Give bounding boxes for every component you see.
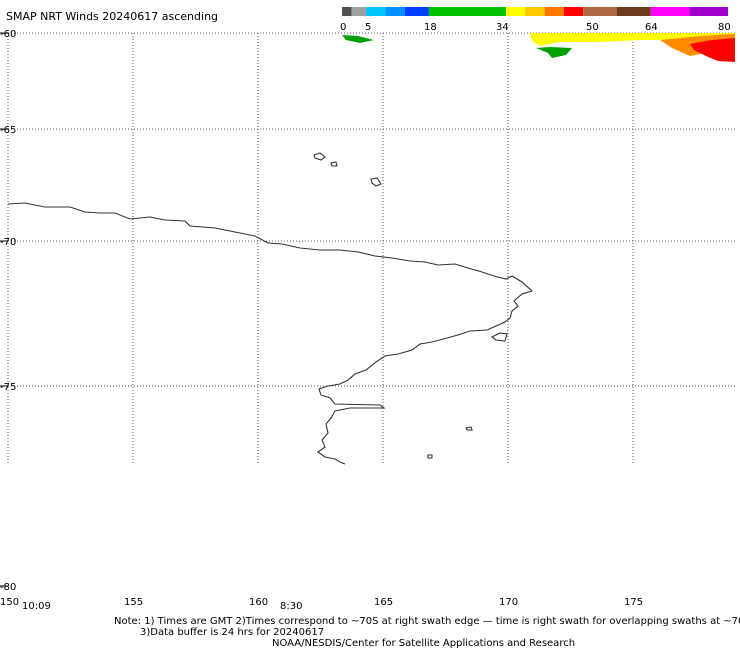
- wind-patch-green-left: [342, 35, 374, 43]
- wind-patch-yellow: [530, 33, 735, 46]
- footnote-line-2: 3)Data buffer is 24 hrs for 20240617: [140, 627, 325, 638]
- lon-label-160: 160: [249, 597, 268, 608]
- colorbar-tick-34: 34: [496, 22, 509, 33]
- colorbar-tick-0: 0: [340, 22, 346, 33]
- footnote-line-1: Note: 1) Times are GMT 2)Times correspon…: [114, 616, 740, 627]
- colorbar-segment-57-64: [617, 7, 651, 16]
- colorbar-segment-46-50: [563, 7, 584, 16]
- lat-label-65: -65: [0, 125, 16, 136]
- wind-speed-colorbar: [342, 7, 728, 16]
- lon-label-175: 175: [624, 597, 643, 608]
- latitude-labels: -60 -65 -70 -75 -80: [0, 29, 16, 593]
- footnote-line-3: NOAA/NESDIS/Center for Satellite Applica…: [272, 638, 576, 649]
- colorbar-tick-18: 18: [424, 22, 437, 33]
- colorbar-segment-13-18: [404, 7, 429, 16]
- lat-label-60: -60: [0, 29, 16, 40]
- swath-time-left: 10:09: [22, 601, 51, 612]
- coastline-inlet: [490, 332, 508, 342]
- island-4: [465, 426, 473, 431]
- wind-patch-red: [690, 38, 735, 62]
- colorbar-tick-80: 80: [718, 22, 731, 33]
- lon-label-170: 170: [499, 597, 518, 608]
- island-5: [427, 454, 433, 459]
- colorbar-tick-labels: 0 5 18 34 50 64 80: [340, 22, 731, 33]
- colorbar-tick-64: 64: [645, 22, 658, 33]
- island-2: [330, 161, 338, 167]
- coastline-main: [7, 202, 534, 465]
- colorbar-segment-0-2: [342, 7, 352, 16]
- swath-time-mid: 8:30: [280, 601, 302, 612]
- colorbar-segment-9-13: [385, 7, 405, 16]
- colorbar-segment-18-34: [428, 7, 507, 16]
- graticule: [7, 32, 735, 465]
- colorbar-segment-42-46: [544, 7, 564, 16]
- lat-label-75: -75: [0, 382, 16, 393]
- colorbar-segment-72-80: [689, 7, 728, 16]
- island-3: [370, 177, 382, 187]
- lat-label-80: -80: [0, 582, 16, 593]
- colorbar-tick-50: 50: [586, 22, 599, 33]
- wind-patch-green-right: [536, 47, 572, 58]
- colorbar-segment-2-5: [351, 7, 367, 16]
- wind-swath: [342, 33, 735, 62]
- colorbar-segment-38-42: [525, 7, 545, 16]
- colorbar-segment-50-57: [583, 7, 618, 16]
- map-title: SMAP NRT Winds 20240617 ascending: [6, 10, 218, 23]
- lon-label-155: 155: [124, 597, 143, 608]
- colorbar-segment-64-72: [650, 7, 690, 16]
- longitude-labels: 150 155 160 165 170 175: [0, 597, 643, 608]
- colorbar-segment-5-9: [366, 7, 386, 16]
- island-1: [313, 152, 326, 161]
- colorbar-segment-34-38: [506, 7, 526, 16]
- lon-label-150: 150: [0, 597, 19, 608]
- lon-label-165: 165: [374, 597, 393, 608]
- antarctic-coastline: [7, 152, 534, 465]
- lat-label-70: -70: [0, 237, 16, 248]
- colorbar-tick-5: 5: [365, 22, 371, 33]
